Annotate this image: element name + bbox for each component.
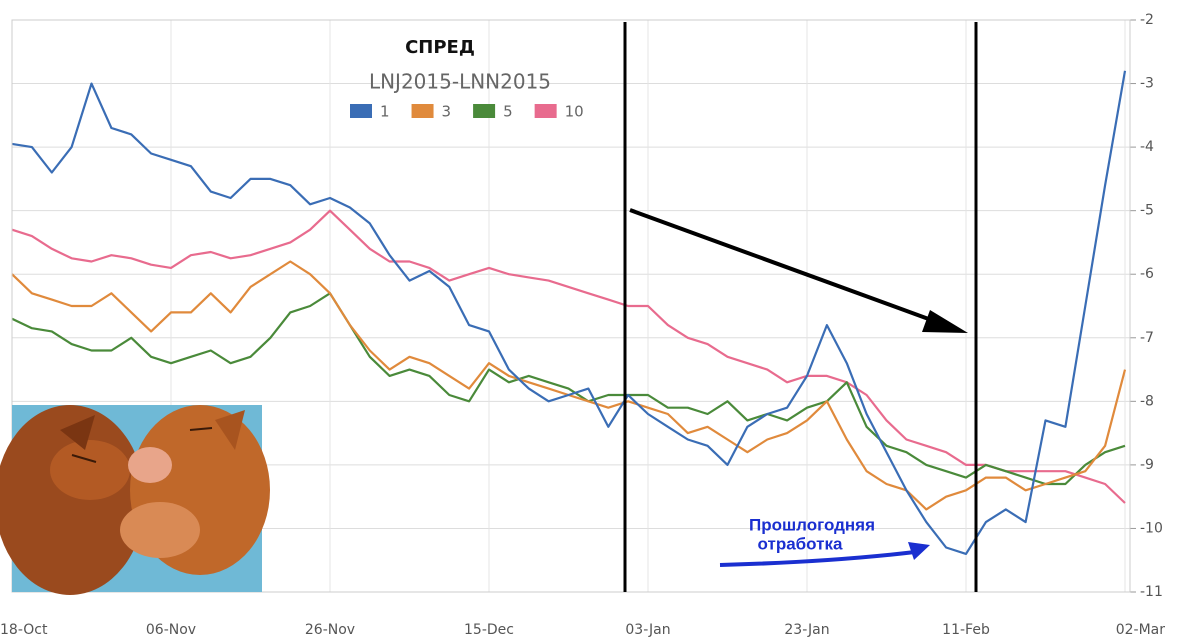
x-tick-label: 02-Mar <box>1116 622 1166 638</box>
x-tick-label: 06-Nov <box>146 622 196 638</box>
chart-subtitle: LNJ2015-LNN2015 <box>369 70 551 94</box>
x-tick-label: 03-Jan <box>625 622 670 638</box>
y-tick-label: -4 <box>1140 139 1154 155</box>
x-tick-label: 18-Oct <box>0 622 48 638</box>
y-tick-label: -10 <box>1140 520 1163 536</box>
y-tick-label: -3 <box>1140 76 1154 92</box>
legend-label: 10 <box>565 103 584 121</box>
y-tick-label: -11 <box>1140 584 1163 600</box>
legend-label: 5 <box>503 103 513 121</box>
annotation-text: Прошлогодняя <box>749 515 875 534</box>
x-tick-label: 11-Feb <box>942 622 990 638</box>
y-tick-label: -7 <box>1140 330 1154 346</box>
chart-title: СПРЕД <box>405 37 475 58</box>
y-tick-label: -5 <box>1140 203 1154 219</box>
legend-label: 3 <box>442 103 452 121</box>
x-tick-label: 26-Nov <box>305 622 355 638</box>
x-tick-label: 23-Jan <box>784 622 829 638</box>
y-tick-label: -6 <box>1140 266 1154 282</box>
legend-swatch <box>350 104 372 118</box>
y-tick-label: -2 <box>1140 12 1154 28</box>
chart: СПРЕД LNJ2015-LNN2015 1 3 5 10 Прошлогодняя… <box>0 0 1177 644</box>
legend-swatch <box>473 104 495 118</box>
legend-swatch <box>412 104 434 118</box>
legend-label: 1 <box>380 103 390 121</box>
pig-picture <box>0 405 270 595</box>
x-tick-label: 15-Dec <box>464 622 514 638</box>
y-tick-label: -9 <box>1140 457 1154 473</box>
annotation-text: отработка <box>758 534 843 553</box>
legend-swatch <box>535 104 557 118</box>
y-tick-label: -8 <box>1140 393 1154 409</box>
